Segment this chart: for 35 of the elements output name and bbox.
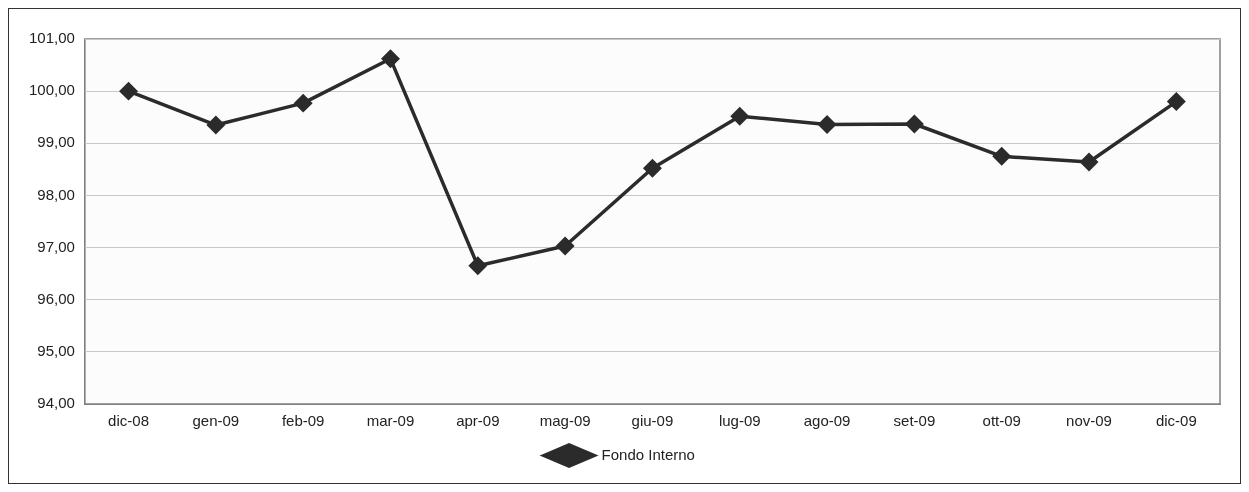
point — [1167, 92, 1186, 111]
y-tick-label: 98,00 — [37, 185, 75, 203]
x-tick-label: nov-09 — [1066, 412, 1112, 430]
point — [381, 50, 400, 68]
y-tick-label: 97,00 — [37, 237, 75, 255]
x-tick-label: dic-09 — [1155, 412, 1197, 430]
x-tick-label: set-09 — [893, 412, 936, 430]
y-tick-label: 100,00 — [28, 81, 75, 99]
legend-label: Fondo Interno — [601, 445, 695, 463]
x-tick-label: giu-09 — [631, 412, 674, 430]
point — [643, 159, 662, 178]
x-tick-label: mag-09 — [539, 412, 591, 430]
x-tick-label: gen-09 — [192, 412, 240, 430]
point — [818, 115, 836, 134]
x-tick-label: lug-09 — [718, 412, 761, 430]
point — [294, 94, 312, 112]
x-tick-label: ago-09 — [803, 412, 851, 430]
point — [469, 257, 487, 275]
x-tick-label: feb-09 — [281, 412, 325, 430]
x-tick-label: apr-09 — [456, 412, 500, 430]
point — [119, 82, 138, 100]
y-tick-label: 95,00 — [37, 342, 75, 359]
point — [992, 147, 1011, 166]
y-tick-label: 94,00 — [37, 394, 75, 412]
y-tick-label: 99,00 — [37, 133, 75, 151]
point — [1080, 153, 1098, 171]
x-tick-label: ott-09 — [982, 412, 1021, 430]
y-tick-label: 96,00 — [37, 289, 75, 307]
point — [905, 115, 924, 133]
y-tick-label: 101,00 — [28, 29, 75, 47]
x-tick-label: dic-08 — [108, 412, 149, 430]
point — [207, 116, 225, 134]
x-tick-label: mar-09 — [366, 412, 415, 430]
point — [731, 107, 749, 125]
point — [556, 237, 574, 255]
